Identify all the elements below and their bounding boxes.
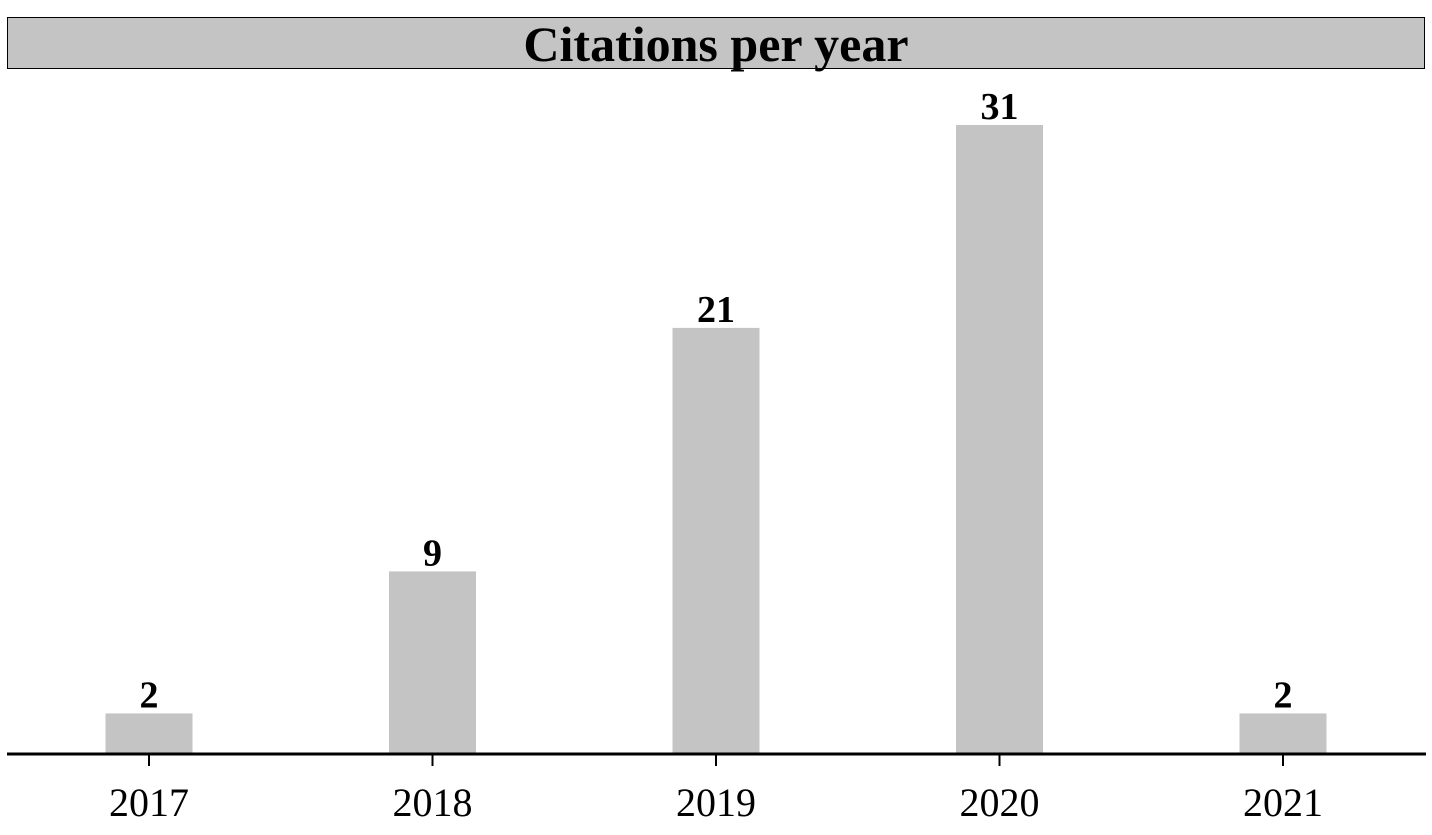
x-tick-label-2017: 2017 [109,780,189,825]
x-tick-label-2020: 2020 [960,780,1040,825]
bar-2021 [1239,713,1327,754]
labels-layer: 2 9 21 31 2 [140,86,1293,716]
data-label-2020: 31 [981,86,1019,128]
x-tick-label-2021: 2021 [1243,780,1323,825]
bar-2017 [105,713,193,754]
chart-title: Citations per year [523,16,909,72]
bar-2019 [672,327,760,754]
bars-layer [105,125,1327,754]
x-tick-label-2019: 2019 [676,780,756,825]
chart-title-bar: Citations per year [7,17,1425,69]
bar-2020 [956,125,1043,754]
x-tick-label-2018: 2018 [393,780,473,825]
data-label-2018: 9 [423,532,442,574]
data-label-2017: 2 [140,674,159,716]
x-ticks-layer: 2017 2018 2019 2020 2021 [109,754,1323,825]
data-label-2019: 21 [697,289,735,331]
bar-2018 [389,571,476,754]
data-label-2021: 2 [1274,674,1293,716]
